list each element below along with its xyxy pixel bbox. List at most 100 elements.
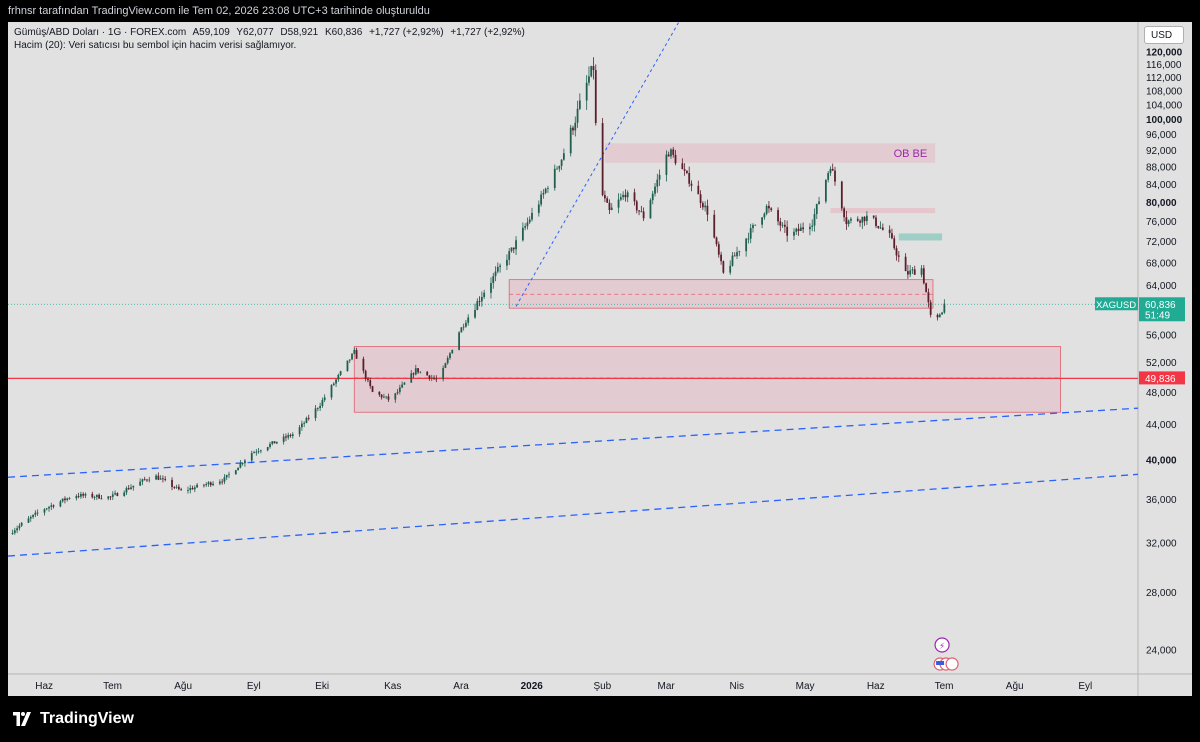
- candle-body-6: [29, 516, 32, 519]
- candle-160: [521, 222, 524, 242]
- candle-body-85: [282, 436, 285, 442]
- candle-body-214: [690, 183, 693, 186]
- candle-34: [116, 492, 119, 497]
- candle-body-33: [114, 493, 116, 495]
- candle-body-204: [658, 174, 661, 180]
- candle-22: [80, 491, 82, 499]
- candle-body-76: [253, 452, 255, 454]
- candle-body-162: [526, 222, 529, 227]
- tradingview-brand[interactable]: TradingView: [10, 710, 134, 728]
- candle-body-178: [576, 108, 579, 123]
- candle-body-232: [749, 228, 752, 239]
- candle-body-229: [738, 251, 741, 253]
- candle-body-196: [635, 201, 638, 211]
- candle-body-248: [799, 227, 802, 231]
- candle-body-98: [321, 400, 324, 406]
- candle-body-126: [412, 373, 415, 375]
- candle-24: [84, 492, 87, 499]
- candle-166: [540, 190, 543, 207]
- candle-35: [123, 490, 126, 497]
- candle-body-146: [476, 301, 479, 311]
- candle-body-256: [827, 173, 830, 180]
- candle-41: [141, 478, 144, 486]
- candle-body-164: [531, 212, 533, 220]
- event-lightning-icon: [934, 637, 950, 653]
- support-label: 49,836: [1145, 374, 1176, 385]
- candle-body-40: [139, 481, 142, 486]
- candle-body-72: [239, 463, 242, 468]
- zones: OB BE: [353, 143, 1061, 413]
- candle-body-122: [398, 387, 401, 392]
- candle-body-75: [250, 453, 253, 461]
- candle-104: [339, 370, 342, 377]
- candle-72: [239, 459, 242, 469]
- candle-body-263: [847, 220, 850, 225]
- candle-body-158: [512, 247, 515, 250]
- candle-190: [617, 193, 620, 214]
- x-tick-15: Eyl: [1078, 681, 1092, 692]
- y-tick-15: 84,000: [1146, 180, 1177, 191]
- candle-body-280: [904, 256, 907, 272]
- candle-68: [225, 474, 228, 481]
- candle-body-138: [449, 353, 451, 359]
- candle-210: [681, 158, 684, 170]
- event-flag-stripe: [936, 661, 945, 665]
- price-chart[interactable]: OB BE 24,000 28,000 32,000 36,000 40,000 44,00…: [8, 22, 1192, 696]
- y-tick-6: 48,000: [1146, 388, 1177, 399]
- currency-selector[interactable]: USD: [1144, 26, 1184, 44]
- zone-2: [353, 346, 1061, 413]
- trendline-1: [8, 473, 1139, 557]
- candle-63: [209, 481, 212, 488]
- candle-230: [745, 237, 748, 257]
- candle-92: [303, 421, 306, 428]
- candle-66: [221, 478, 224, 485]
- candle-body-284: [913, 269, 916, 275]
- candle-body-240: [777, 210, 779, 222]
- candle-180: [585, 75, 588, 110]
- candle-223: [720, 251, 722, 265]
- candle-55: [187, 486, 189, 494]
- candle-body-68: [225, 474, 228, 478]
- candle-body-48: [162, 478, 164, 480]
- candle-271: [875, 215, 877, 229]
- candle-body-105: [346, 360, 349, 372]
- x-tick-1: Tem: [103, 681, 122, 692]
- candle-body-197: [638, 210, 640, 212]
- support-label-bg: [1139, 371, 1185, 385]
- candle-body-43: [146, 479, 148, 481]
- candle-172: [558, 165, 561, 172]
- candle-119: [387, 393, 390, 402]
- candle-73: [241, 462, 244, 466]
- y-tick-4: 40,000: [1146, 456, 1177, 467]
- zone-0: [604, 143, 936, 163]
- candle-114: [371, 385, 374, 393]
- marker-green-strip: [898, 233, 943, 241]
- candle-109: [355, 347, 358, 359]
- candle-11: [45, 507, 48, 511]
- candle-body-117: [383, 396, 385, 398]
- candle-29: [100, 494, 103, 500]
- candle-184: [594, 64, 597, 126]
- candle-262: [845, 210, 848, 230]
- candle-87: [287, 432, 290, 440]
- symbol-label-bg: [1095, 297, 1138, 311]
- chart-legend: Gümüş/ABD Doları · 1G · FOREX.com A59,10…: [14, 26, 529, 52]
- candle-body-252: [813, 214, 816, 226]
- candle-37: [127, 484, 130, 491]
- candle-13: [50, 502, 53, 511]
- candle-154: [499, 263, 501, 273]
- candle-86: [285, 433, 287, 442]
- candle-247: [797, 223, 800, 236]
- candle-257: [829, 166, 832, 176]
- candle-body-124: [403, 382, 406, 385]
- candle-33: [114, 490, 116, 496]
- candle-body-140: [458, 332, 460, 350]
- chart-panel[interactable]: OB BE 24,000 28,000 32,000 36,000 40,000 44,00…: [8, 22, 1192, 696]
- candle-233: [752, 223, 754, 233]
- candle-body-27: [95, 494, 98, 498]
- candle-body-61: [205, 484, 208, 486]
- candle-body-10: [43, 509, 46, 513]
- candle-body-28: [98, 494, 101, 499]
- candle-47: [159, 475, 162, 480]
- candle-body-275: [888, 229, 891, 234]
